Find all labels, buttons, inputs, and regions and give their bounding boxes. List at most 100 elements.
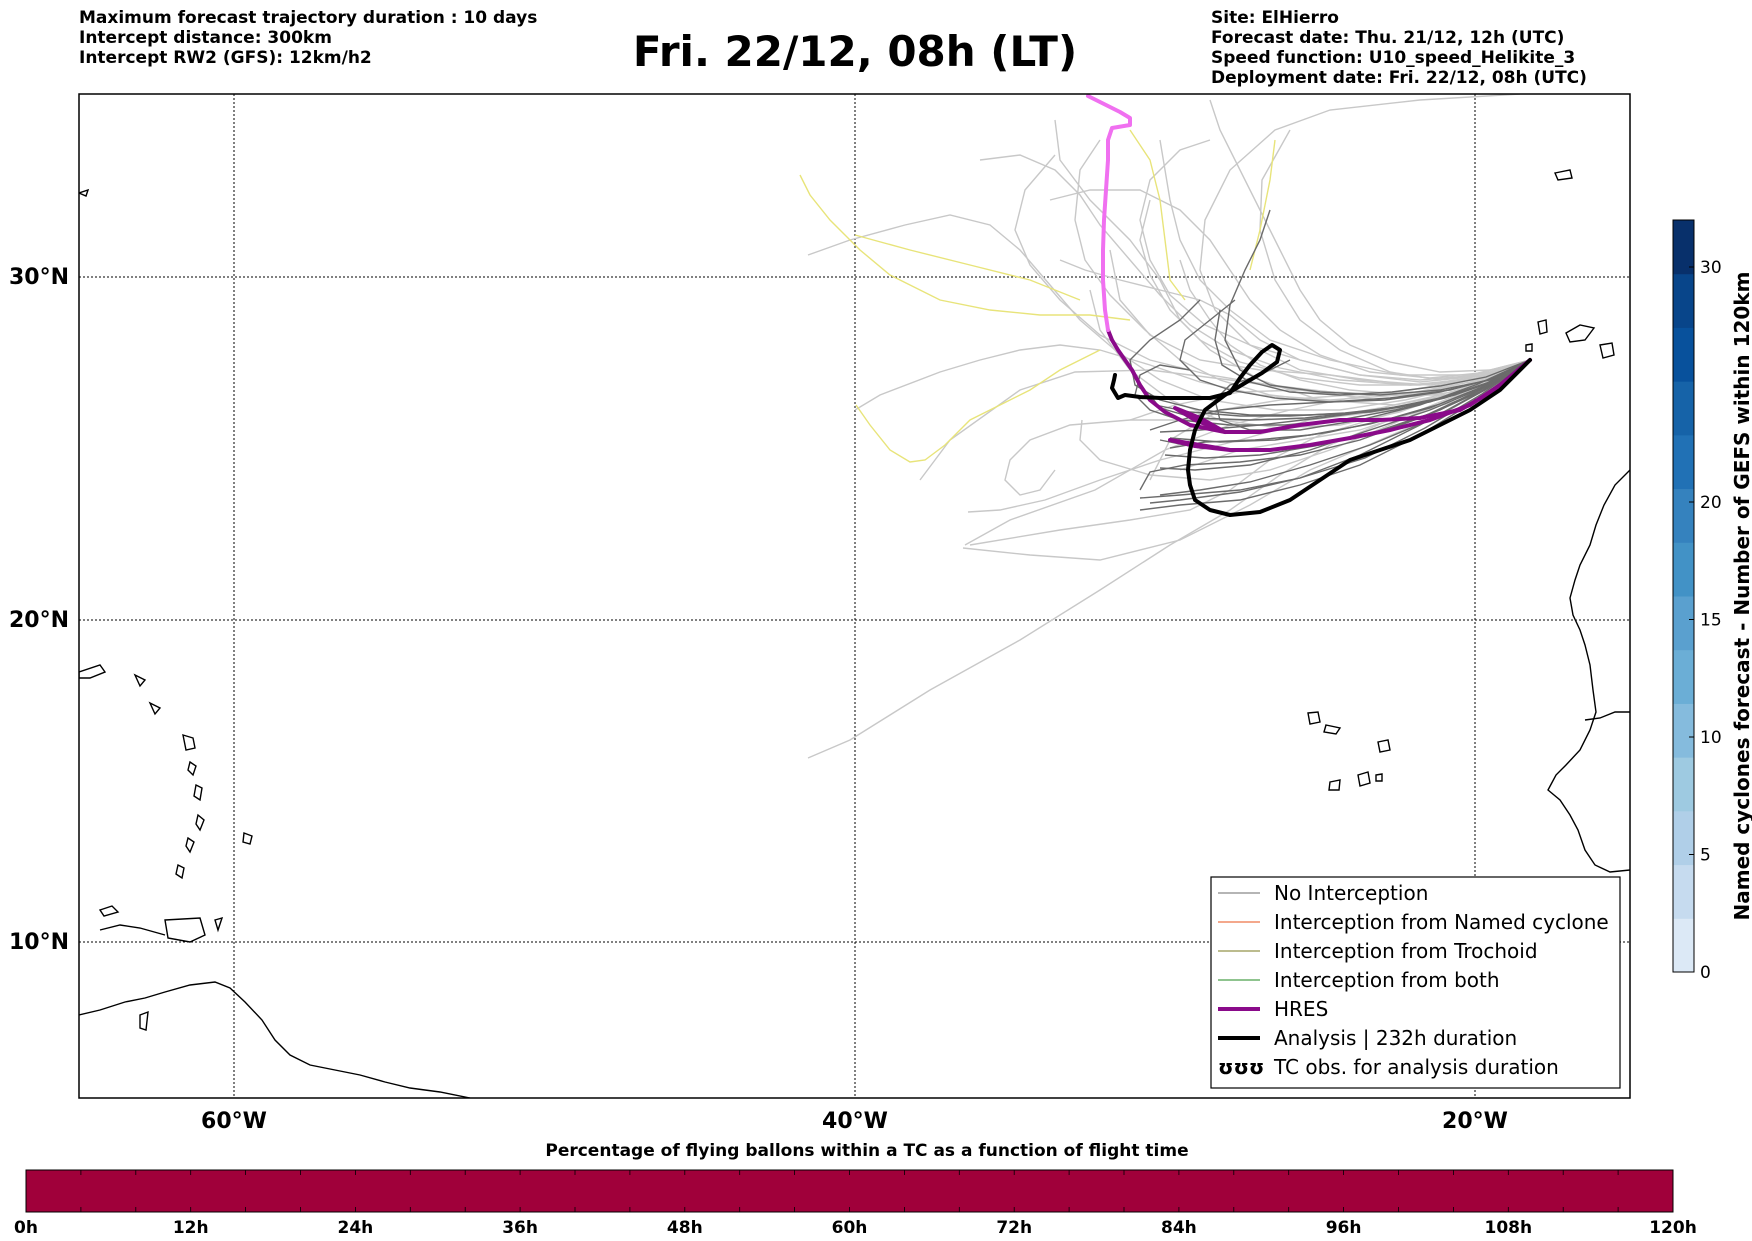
- legend-label: No Interception: [1274, 881, 1428, 905]
- deployment-date-text: Deployment date: Fri. 22/12, 08h (UTC): [1211, 68, 1587, 88]
- cape-verde-island-6: [1375, 773, 1383, 782]
- speed-function-text: Speed function: U10_speed_Helikite_3: [1211, 48, 1576, 68]
- canary-island-3: [1599, 342, 1615, 359]
- antilles-island-11: [214, 916, 224, 933]
- colorbar-segment: [1673, 649, 1694, 704]
- colorbar-segment: [1673, 381, 1694, 436]
- lat-label-30n: 30°N: [9, 265, 69, 290]
- intercept-rw2-text: Intercept RW2 (GFS): 12km/h2: [79, 48, 372, 68]
- timebar-tick-label: 36h: [502, 1218, 538, 1238]
- trinidad-island: [164, 917, 206, 943]
- hres-track-west: [1106, 328, 1227, 434]
- colorbar-segment: [1673, 757, 1694, 812]
- colorbar-segment: [1673, 864, 1694, 919]
- antilles-island-7: [242, 832, 253, 845]
- site-text: Site: ElHierro: [1211, 8, 1339, 28]
- timebar-tick-label: 108h: [1485, 1218, 1533, 1238]
- ensemble-trajectories-yellow: [799, 129, 1276, 463]
- flight-time-bar: Percentage of flying ballons within a TC…: [14, 1141, 1697, 1238]
- antilles-island-13: [79, 188, 90, 197]
- legend-label: HRES: [1274, 997, 1328, 1021]
- colorbar-segment: [1673, 488, 1694, 543]
- colorbar-tick-label: 10: [1700, 728, 1722, 748]
- colorbar-segment: [1673, 542, 1694, 597]
- antilles-island-2: [187, 760, 197, 777]
- antilles-island-4: [195, 813, 205, 832]
- timebar-title: Percentage of flying ballons within a TC…: [545, 1141, 1188, 1161]
- hres-track-pink: [1086, 94, 1132, 332]
- longitude-labels: 60°W 40°W 20°W: [201, 1109, 1508, 1134]
- legend-box: [1210, 876, 1621, 1089]
- antilles-island-5: [185, 836, 195, 854]
- timebar-tick-label: 12h: [173, 1218, 209, 1238]
- legend-label: Interception from Named cyclone: [1274, 910, 1609, 934]
- timebar-tick-label: 0h: [14, 1218, 38, 1238]
- canary-island-4: [1525, 343, 1533, 352]
- lon-label-60w: 60°W: [201, 1109, 267, 1134]
- forecast-settings-block: Maximum forecast trajectory duration : 1…: [79, 8, 537, 68]
- antilles-island-10: [148, 701, 162, 716]
- colorbar-segment: [1673, 273, 1694, 328]
- map-frame: [78, 93, 1631, 1099]
- cape-verde-island-5: [1328, 779, 1341, 791]
- legend-row: Interception from Named cyclone: [1218, 910, 1609, 934]
- canary-island-2: [1565, 324, 1596, 343]
- colorbar-tick-label: 0: [1700, 963, 1711, 983]
- lat-label-10n: 10°N: [9, 930, 69, 955]
- antilles-island-1: [182, 733, 196, 751]
- legend-row: Analysis | 232h duration: [1218, 1026, 1517, 1050]
- forecast-date-text: Forecast date: Thu. 21/12, 12h (UTC): [1211, 28, 1565, 48]
- lat-label-20n: 20°N: [9, 608, 69, 633]
- colorbar-segment: [1673, 596, 1694, 651]
- timebar-tick-label: 84h: [1161, 1218, 1197, 1238]
- colorbar-frame: [1672, 219, 1695, 973]
- hres-track-mid: [1173, 358, 1532, 434]
- legend-label: Interception from both: [1274, 968, 1500, 992]
- intercept-distance-text: Intercept distance: 300km: [79, 28, 332, 48]
- antilles-island-9: [133, 673, 147, 688]
- colorbar-segment: [1673, 810, 1694, 866]
- legend-row: Interception from Trochoid: [1218, 939, 1538, 963]
- legend-label: TC obs. for analysis duration: [1273, 1055, 1559, 1079]
- max-duration-text: Maximum forecast trajectory duration : 1…: [79, 8, 538, 28]
- antilles-island-6: [175, 863, 185, 880]
- cape-verde-island-4: [1357, 771, 1371, 787]
- timebar-tick-label: 120h: [1649, 1218, 1697, 1238]
- colorbar-segment: [1673, 434, 1694, 490]
- cape-verde-island-2: [1323, 724, 1342, 735]
- west-africa-coast: [1547, 469, 1630, 873]
- cape-verde-island-3: [1377, 739, 1391, 753]
- legend-row: HRES: [1218, 997, 1328, 1021]
- colorbar-tick-label: 5: [1700, 846, 1711, 866]
- colorbar-segment: [1673, 220, 1694, 275]
- colorbar-tick-label: 20: [1700, 493, 1722, 513]
- antilles-island-12: [139, 1010, 149, 1031]
- lon-label-40w: 40°W: [822, 1109, 888, 1134]
- africa-detail: [1584, 711, 1630, 721]
- timebar-tick-label: 60h: [832, 1218, 868, 1238]
- colorbar-segment: [1673, 918, 1694, 973]
- timebar-fill: [25, 1169, 1674, 1213]
- legend-row: No Interception: [1218, 881, 1428, 905]
- timebar-tick-label: 48h: [667, 1218, 703, 1238]
- coast-detail-1: [99, 924, 166, 936]
- lon-label-20w: 20°W: [1442, 1109, 1508, 1134]
- legend-label: Interception from Trochoid: [1274, 939, 1538, 963]
- legend-row: Interception from both: [1218, 968, 1500, 992]
- canary-island-1: [1537, 319, 1548, 335]
- timebar-tick-label: 96h: [1326, 1218, 1362, 1238]
- colorbar-tick-label: 30: [1700, 258, 1722, 278]
- cape-verde-island-1: [1307, 711, 1321, 725]
- legend-label: Analysis | 232h duration: [1274, 1026, 1517, 1050]
- latitude-labels: 30°N 20°N 10°N: [9, 265, 69, 955]
- antilles-island-8: [79, 664, 107, 679]
- legend-row: ʊʊʊ TC obs. for analysis duration: [1218, 1055, 1559, 1079]
- coast-detail-2: [98, 905, 120, 917]
- antilles-island-3: [193, 783, 203, 802]
- madeira-island: [1554, 169, 1573, 181]
- south-america-coast: [79, 981, 471, 1098]
- cyclone-colorbar: 0 5 10 15 20 30 Named cyclones forecast - Num…: [1672, 219, 1752, 983]
- colorbar-segment: [1673, 703, 1694, 758]
- coastlines: [79, 169, 1630, 1098]
